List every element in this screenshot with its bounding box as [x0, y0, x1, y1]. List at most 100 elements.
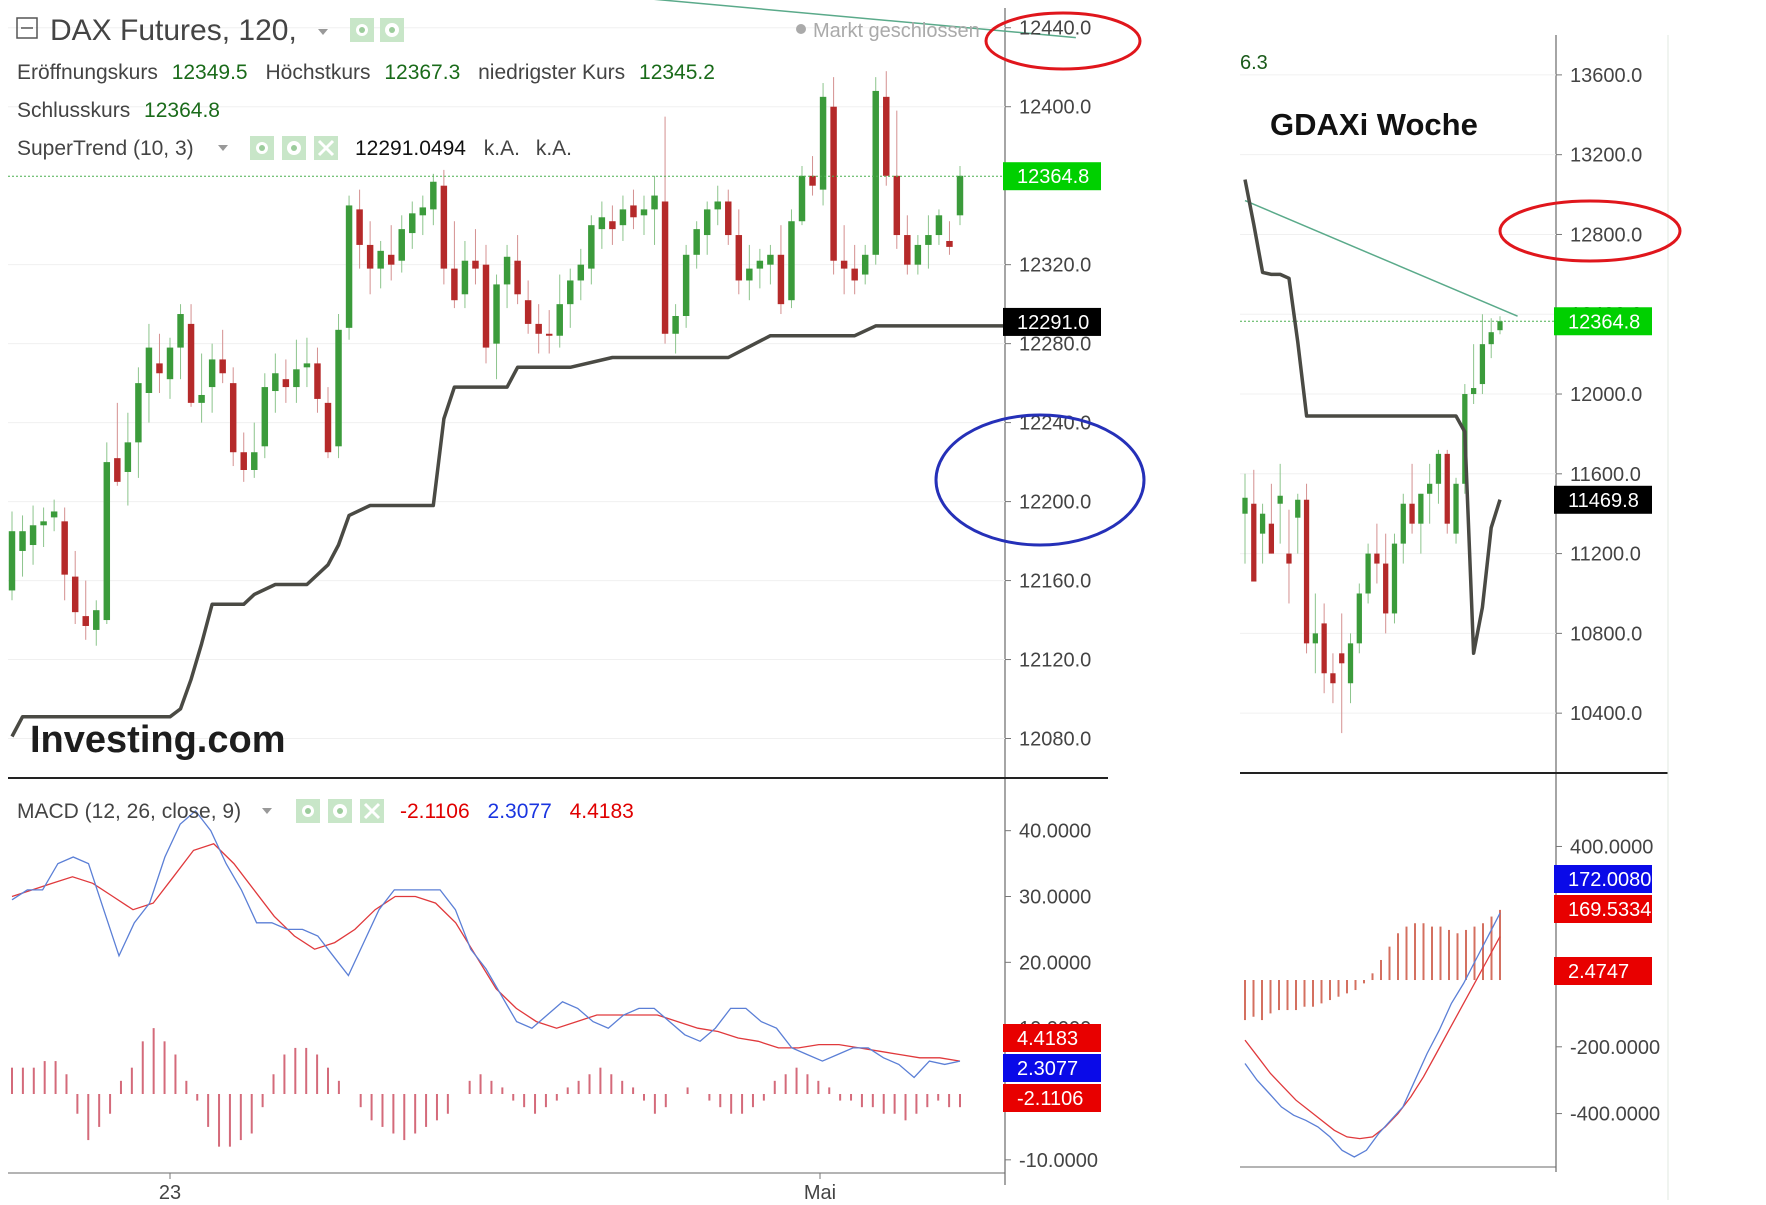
candle-body-52 — [556, 304, 563, 336]
candle-body-5 — [1286, 553, 1292, 564]
macd-value-label-bg-1 — [1003, 1054, 1101, 1082]
candle-75 — [798, 165, 806, 226]
candle-88 — [935, 209, 943, 245]
candle-86 — [914, 235, 922, 275]
macd-value-2: 2.3077 — [488, 800, 552, 823]
candle-34 — [366, 221, 374, 295]
candle-11 — [1339, 613, 1345, 734]
candle-41 — [440, 169, 448, 285]
collapse-icon[interactable] — [16, 17, 38, 39]
candle-72 — [767, 244, 774, 285]
candle-28 — [303, 337, 311, 388]
candle-body-31 — [335, 329, 342, 447]
candle-56 — [598, 201, 606, 249]
price-tick-label-5: 11600.0 — [1570, 464, 1641, 486]
right-top-label: 6.3 — [1240, 52, 1268, 74]
candle-42 — [451, 221, 458, 309]
candle-9 — [103, 442, 111, 624]
candle-38 — [409, 201, 416, 249]
candle-74 — [788, 209, 795, 309]
candle-body-53 — [567, 280, 574, 305]
candle-5 — [61, 507, 68, 601]
candle-57 — [609, 205, 616, 245]
candle-29 — [314, 347, 321, 413]
macd-value-3: 4.4183 — [570, 800, 634, 823]
candle-body-3 — [1268, 523, 1275, 554]
macd-value-label-1: 2.3077 — [1017, 1058, 1078, 1080]
supertrend-close-icon[interactable] — [314, 136, 338, 160]
candle-body-41 — [440, 185, 448, 269]
candle-body-14 — [156, 363, 163, 374]
macd-close-icon[interactable] — [360, 799, 384, 823]
macd-main-line — [11, 809, 961, 1079]
candle-body-0 — [1242, 497, 1248, 514]
candle-33 — [356, 189, 363, 269]
candle-body-7 — [82, 616, 89, 626]
candle-body-39 — [419, 207, 427, 216]
candle-45 — [482, 244, 490, 364]
candle-32 — [345, 195, 353, 340]
right-macd-group — [1244, 909, 1501, 1158]
candle-60 — [640, 195, 648, 236]
candle-body-71 — [756, 260, 764, 269]
supertrend-eye-icon[interactable] — [250, 136, 274, 160]
macd-gear-icon[interactable] — [328, 799, 352, 823]
candle-body-63 — [672, 316, 679, 334]
candle-body-28 — [1488, 332, 1494, 345]
candle-body-82 — [872, 90, 879, 255]
annotation-blue-ellipse — [934, 413, 1146, 547]
right-grid — [1240, 74, 1556, 714]
candle-54 — [577, 248, 585, 301]
candle-body-74 — [788, 221, 795, 301]
supertrend-line — [1243, 179, 1502, 656]
current-price-label: 12364.8 — [1568, 311, 1640, 333]
macd-signal-line — [11, 843, 961, 1062]
candle-11 — [124, 412, 132, 506]
gear-icon[interactable] — [380, 18, 404, 42]
candle-25 — [272, 353, 279, 413]
candle-20 — [1418, 493, 1424, 554]
supertrend-na-2: k.A. — [536, 137, 572, 160]
candle-66 — [703, 201, 711, 255]
current-price-label-bg — [1554, 307, 1652, 336]
candle-body-18 — [1400, 503, 1406, 544]
candle-body-44 — [472, 260, 479, 269]
left-axis-labels: 12440.012400.012320.012280.012240.012200… — [159, 18, 1101, 1204]
chevron-down-icon[interactable] — [318, 29, 328, 35]
candle-body-75 — [798, 175, 806, 222]
candle-body-65 — [693, 229, 700, 255]
macd-tick-label-1: 30.0000 — [1019, 887, 1091, 909]
candle-4 — [50, 499, 58, 532]
candle-body-23 — [1444, 453, 1450, 524]
candle-87 — [925, 215, 932, 269]
candle-body-16 — [177, 314, 184, 348]
candle-body-45 — [482, 264, 490, 348]
candle-8 — [1312, 593, 1318, 674]
supertrend-price-label: 11469.8 — [1568, 490, 1639, 512]
supertrend-gear-icon[interactable] — [282, 136, 306, 160]
macd-eye-icon[interactable] — [296, 799, 320, 823]
candle-1 — [19, 515, 26, 577]
candle-body-42 — [451, 268, 458, 301]
candle-body-9 — [1321, 623, 1327, 674]
candle-body-90 — [956, 175, 964, 216]
candle-body-73 — [777, 254, 785, 305]
candle-21 — [1427, 463, 1433, 524]
candle-body-30 — [324, 402, 332, 453]
candle-body-12 — [135, 383, 142, 443]
eye-icon[interactable] — [350, 18, 374, 42]
candle-22 — [240, 432, 247, 482]
supertrend-label: SuperTrend (10, 3) — [17, 137, 194, 160]
candle-10 — [114, 402, 121, 486]
candle-body-20 — [1418, 493, 1424, 524]
supertrend-na-1: k.A. — [484, 137, 520, 160]
supertrend-chevron-down-icon[interactable] — [218, 145, 228, 151]
left-chart-frame — [8, 8, 1108, 1185]
supertrend-value: 12291.0494 — [355, 137, 466, 160]
candle-26 — [282, 359, 290, 403]
macd-chevron-down-icon[interactable] — [262, 808, 272, 814]
candle-body-51 — [545, 333, 553, 336]
candle-7 — [1303, 483, 1310, 654]
candle-body-34 — [366, 244, 374, 269]
supertrend-price-label-bg — [1554, 485, 1652, 514]
